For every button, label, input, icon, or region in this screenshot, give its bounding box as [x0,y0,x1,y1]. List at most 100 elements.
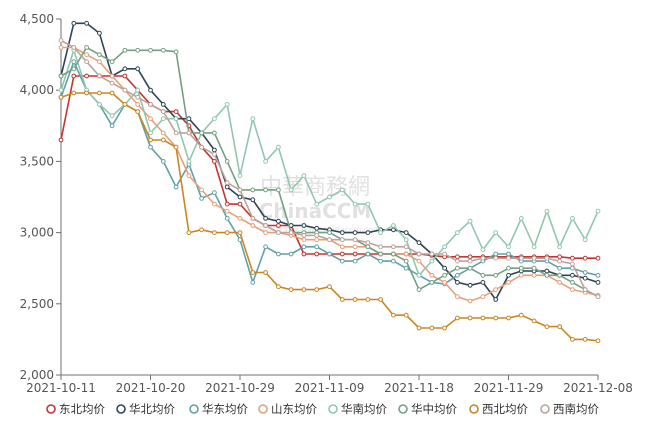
data-point [339,244,345,250]
data-point [237,201,243,207]
data-point [84,90,89,96]
data-point [493,230,499,236]
legend-item[interactable]: 山东均价 [258,402,317,416]
x-tick-label: 2021-10-29 [205,381,275,395]
data-point [455,258,460,264]
legend-item[interactable]: 西北均价 [469,402,528,416]
data-point [518,216,524,221]
data-point [339,187,345,193]
data-point [276,218,281,224]
data-point [391,244,396,250]
data-point [531,255,537,261]
data-point [250,280,256,285]
data-point [429,251,435,257]
y-tick-label: 2,500 [20,297,54,311]
data-point [237,230,243,236]
data-point [314,237,320,243]
data-point [186,230,192,236]
data-point [506,251,511,257]
data-point [557,258,562,264]
data-point [314,201,320,207]
data-point [160,159,166,164]
data-point [135,109,141,114]
data-point [365,230,371,236]
data-point [84,59,89,65]
data-point [288,230,294,236]
data-point [160,137,166,143]
legend-label: 东北均价 [59,402,105,416]
data-point [518,265,524,271]
data-point [455,254,460,260]
data-point [314,233,320,238]
data-point [467,282,473,288]
data-point [506,244,511,250]
legend: 东北均价 华北均价 华东均价 山东均价 华南均价 华中均价 西北均价 西南均价 [46,402,599,416]
data-point [544,268,550,274]
legend-marker [258,404,268,414]
data-point [212,151,217,157]
data-point [467,315,473,321]
data-point [122,73,128,79]
x-tick-label: 2021-11-18 [384,381,454,395]
data-point [301,173,307,179]
data-point [71,20,77,26]
data-point [71,59,77,65]
data-point [455,265,460,271]
data-point [148,130,153,136]
legend-item[interactable]: 西南均价 [540,402,599,416]
data-point [557,280,562,285]
data-point [480,255,486,261]
data-point [71,45,77,50]
data-point [199,130,205,136]
data-point [276,144,281,150]
data-point [288,187,294,193]
legend-item[interactable]: 华北均价 [116,402,175,416]
legend-item[interactable]: 东北均价 [46,402,105,416]
data-point [595,208,601,214]
data-point [224,230,230,236]
data-point [429,325,435,331]
y-tick-label: 4,500 [20,12,54,26]
data-point [467,254,473,260]
data-point [109,59,115,65]
legend-label: 西南均价 [553,402,599,416]
data-point [276,187,281,193]
data-point [416,272,422,278]
data-point [58,94,64,100]
data-point [148,87,153,93]
data-point [582,255,588,261]
data-point [391,227,396,233]
series-8 [58,38,601,300]
y-tick-label: 3,500 [20,154,54,168]
x-tick-label: 2021-11-29 [474,381,544,395]
data-point [173,130,179,136]
data-point [314,244,320,250]
legend-item[interactable]: 华东均价 [189,402,248,416]
data-point [109,123,115,129]
data-point [391,258,396,264]
data-point [84,20,89,26]
data-point [557,244,562,250]
legend-label: 华中均价 [411,402,457,416]
data-point [570,287,575,293]
data-point [339,251,345,257]
data-point [71,73,77,79]
data-point [199,227,205,233]
data-point [84,52,89,57]
data-point [455,294,460,300]
data-point [212,201,217,207]
data-point [518,312,524,318]
data-point [109,80,115,86]
data-point [212,159,217,164]
data-point [122,66,128,72]
data-point [135,66,141,72]
legend-item[interactable]: 华中均价 [398,402,457,416]
data-point [84,45,89,50]
data-point [493,251,499,257]
data-point [314,251,320,257]
data-point [557,265,562,271]
data-point [365,201,371,207]
series-7 [58,90,601,344]
legend-item[interactable]: 华南均价 [328,402,387,416]
legend-marker [469,404,479,414]
